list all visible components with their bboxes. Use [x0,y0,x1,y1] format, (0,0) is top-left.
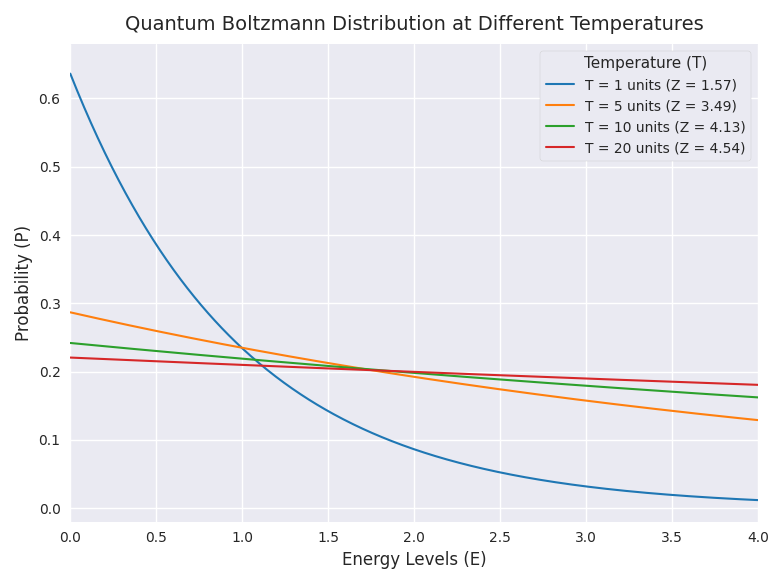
T = 10 units (Z = 4.13) [397,369,406,376]
T = 10 units (Z = 4.13) [475,374,485,381]
T = 5 units (Z = 3.49) [392,371,401,378]
Title: Quantum Boltzmann Distribution at Different Temperatures: Quantum Boltzmann Distribution at Differ… [125,15,703,34]
T = 20 units (Z = 4.54) [397,368,406,375]
T = 5 units (Z = 3.49) [66,309,75,316]
T = 20 units (Z = 4.54) [737,381,746,388]
T = 5 units (Z = 3.49) [397,371,406,378]
Y-axis label: Probability (P): Probability (P) [15,225,33,341]
T = 1 units (Z = 1.57) [737,496,746,503]
Line: T = 1 units (Z = 1.57): T = 1 units (Z = 1.57) [71,74,758,500]
T = 20 units (Z = 4.54) [392,368,401,375]
T = 20 units (Z = 4.54) [66,354,75,361]
T = 20 units (Z = 4.54) [630,377,639,384]
T = 1 units (Z = 1.57) [630,488,639,495]
T = 5 units (Z = 3.49) [475,383,485,390]
Line: T = 20 units (Z = 4.54): T = 20 units (Z = 4.54) [71,357,758,385]
T = 20 units (Z = 4.54) [753,381,763,388]
T = 1 units (Z = 1.57) [437,455,447,462]
T = 1 units (Z = 1.57) [475,464,485,471]
T = 5 units (Z = 3.49) [437,378,447,385]
T = 20 units (Z = 4.54) [475,371,485,378]
Line: T = 10 units (Z = 4.13): T = 10 units (Z = 4.13) [71,343,758,397]
X-axis label: Energy Levels (E): Energy Levels (E) [342,551,487,569]
T = 1 units (Z = 1.57) [397,441,406,448]
T = 5 units (Z = 3.49) [753,416,763,423]
T = 5 units (Z = 3.49) [737,415,746,422]
Line: T = 5 units (Z = 3.49): T = 5 units (Z = 3.49) [71,312,758,420]
Legend: T = 1 units (Z = 1.57), T = 5 units (Z = 3.49), T = 10 units (Z = 4.13), T = 20 : T = 1 units (Z = 1.57), T = 5 units (Z =… [540,51,751,161]
T = 10 units (Z = 4.13) [392,368,401,375]
T = 5 units (Z = 3.49) [630,403,639,410]
T = 10 units (Z = 4.13) [66,339,75,346]
T = 10 units (Z = 4.13) [753,394,763,401]
T = 1 units (Z = 1.57) [66,70,75,77]
T = 10 units (Z = 4.13) [737,393,746,400]
T = 1 units (Z = 1.57) [753,496,763,503]
T = 20 units (Z = 4.54) [437,370,447,377]
T = 10 units (Z = 4.13) [437,371,447,378]
T = 10 units (Z = 4.13) [630,385,639,392]
T = 1 units (Z = 1.57) [392,440,401,447]
